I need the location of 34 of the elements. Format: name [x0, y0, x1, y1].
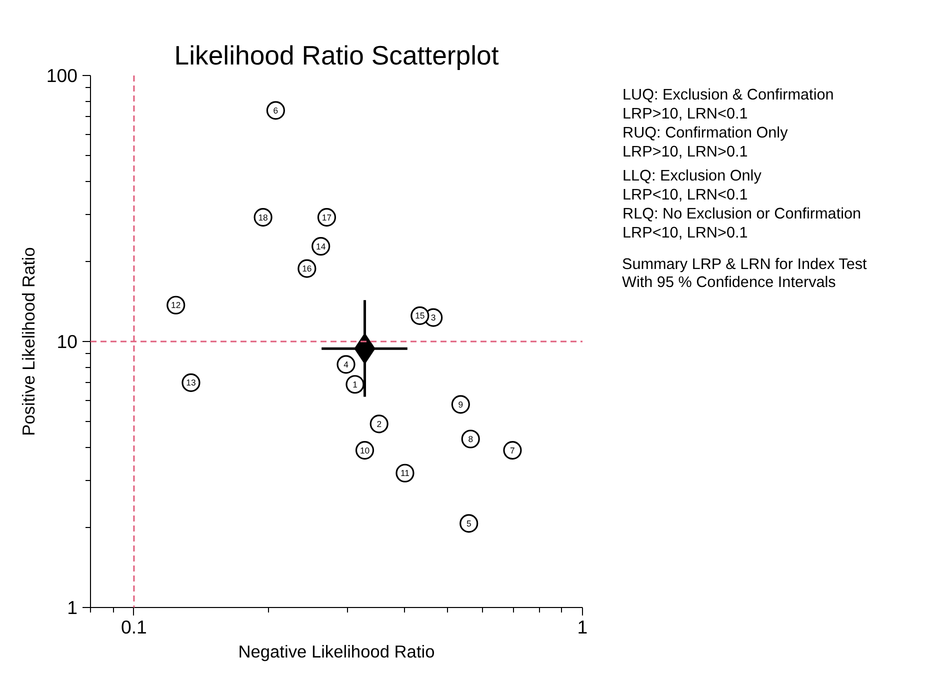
annotation: 12: [171, 300, 181, 310]
text: LRP>10, LRN>0.1: [622, 144, 748, 160]
text: RUQ: Confirmation Only: [622, 124, 788, 142]
y-tick-label: 10: [56, 331, 78, 352]
text: LRP<10, LRN<0.1: [622, 186, 748, 204]
annotation: 6: [273, 105, 278, 116]
annotation: 2: [376, 418, 382, 429]
annotation: 10: [360, 445, 370, 456]
annotation: 9: [458, 399, 464, 410]
y-axis-title: Positive Likelihood Ratio: [18, 247, 38, 436]
annotation: 1: [352, 379, 358, 390]
chart-title: Likelihood Ratio Scatterplot: [174, 40, 500, 70]
annotation: 5: [466, 518, 472, 528]
text: LUQ: Exclusion & Confirmation: [622, 86, 834, 104]
annotation: 17: [322, 212, 332, 222]
text: Summary LRP & LRN for Index Test With 95 % Confidence Intervals: [622, 256, 867, 292]
annotation: 7: [510, 445, 516, 456]
annotation: 8: [468, 434, 474, 444]
annotation: 15: [415, 310, 425, 321]
text: LRP>10, LRN<0.1: [622, 106, 748, 122]
text: LLQ: Exclusion Only: [622, 168, 762, 184]
y-tick-label: 100: [46, 65, 78, 86]
annotation: 11: [400, 468, 410, 478]
annotation: 4: [344, 359, 349, 370]
text: RLQ: No Exclusion or Confirmation: [622, 206, 862, 222]
annotation: 18: [258, 212, 268, 222]
y-tick-label: 1: [67, 597, 78, 618]
text: LRP<10, LRN>0.1: [622, 224, 748, 242]
annotation: 3: [430, 312, 436, 323]
x-axis-title: Negative Likelihood Ratio: [238, 642, 435, 662]
annotation: 13: [186, 378, 196, 388]
x-tick-label: 0.1: [121, 616, 147, 638]
annotation: 14: [316, 241, 326, 252]
annotation: 16: [302, 264, 312, 274]
